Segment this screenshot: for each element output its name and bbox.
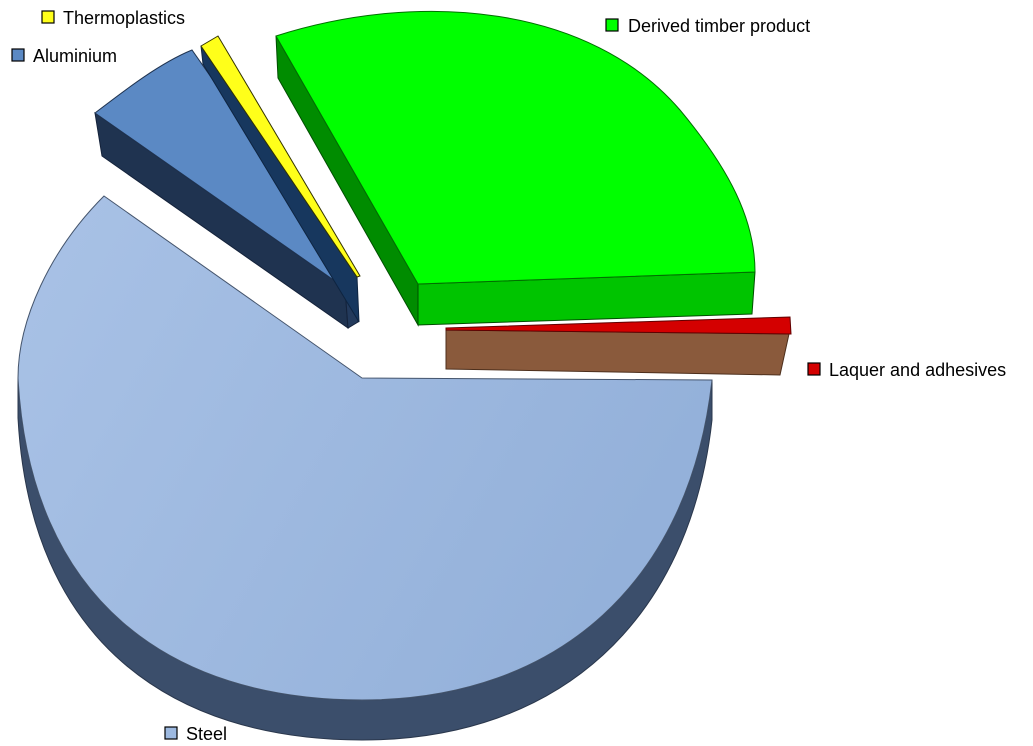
legend-key-derived-timber <box>605 18 619 32</box>
legend-key-steel <box>164 726 178 740</box>
slice-laquer-side <box>445 329 790 376</box>
label-aluminium: Aluminium <box>11 46 117 66</box>
label-thermoplastics-text: Thermoplastics <box>63 8 185 28</box>
label-laquer: Laquer and adhesives <box>807 360 1006 380</box>
label-steel-text: Steel <box>186 724 227 744</box>
slice-steel-top <box>17 195 713 701</box>
label-steel: Steel <box>164 724 227 744</box>
legend-key-laquer <box>807 362 821 376</box>
slice-laquer-top <box>445 316 792 335</box>
label-aluminium-text: Aluminium <box>33 46 117 66</box>
slice-steel[interactable] <box>17 195 713 741</box>
slice-derived-timber[interactable] <box>275 10 756 327</box>
label-laquer-text: Laquer and adhesives <box>829 360 1006 380</box>
legend-key-thermoplastics <box>41 10 55 24</box>
slice-thermoplastics-top <box>200 35 361 278</box>
slice-laquer[interactable] <box>445 316 792 376</box>
label-thermoplastics: Thermoplastics <box>41 8 185 28</box>
label-derived-timber-text: Derived timber product <box>628 16 810 36</box>
slice-thermoplastics[interactable] <box>200 35 361 323</box>
slice-derived-timber-top <box>275 10 756 285</box>
legend-key-aluminium <box>11 48 25 62</box>
label-derived-timber: Derived timber product <box>605 16 810 36</box>
